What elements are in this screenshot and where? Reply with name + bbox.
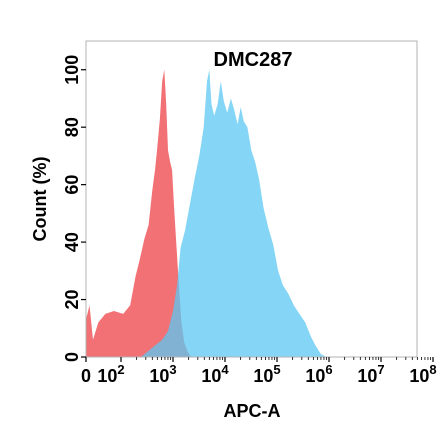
x-tick-label: 107	[357, 362, 384, 386]
histogram-series-1	[86, 69, 191, 357]
x-tick-label: 105	[253, 362, 280, 386]
y-tick-label: 60	[62, 175, 82, 195]
x-tick-label: 102	[97, 362, 124, 386]
x-tick-label: 108	[409, 362, 436, 386]
x-axis-label: APC-A	[224, 401, 281, 421]
axes-layer: 0 102 103 104 105 106 107 108 0 20 40 60 80 100	[62, 55, 437, 386]
series-layer	[86, 69, 327, 357]
y-tick-label: 100	[62, 55, 82, 85]
y-tick-label: 80	[62, 117, 82, 137]
y-tick-label: 40	[62, 232, 82, 252]
x-tick-label: 103	[149, 362, 176, 386]
x-tick-label: 0	[81, 366, 91, 386]
y-tick-label: 0	[62, 352, 82, 362]
chart-title: DMC287	[214, 49, 293, 71]
x-tick-label: 106	[305, 362, 332, 386]
x-tick-label: 104	[201, 362, 229, 386]
plot-frame	[85, 40, 418, 358]
histogram-series-2	[140, 69, 327, 357]
y-tick-label: 20	[62, 290, 82, 310]
y-axis-label: Count (%)	[30, 157, 50, 242]
